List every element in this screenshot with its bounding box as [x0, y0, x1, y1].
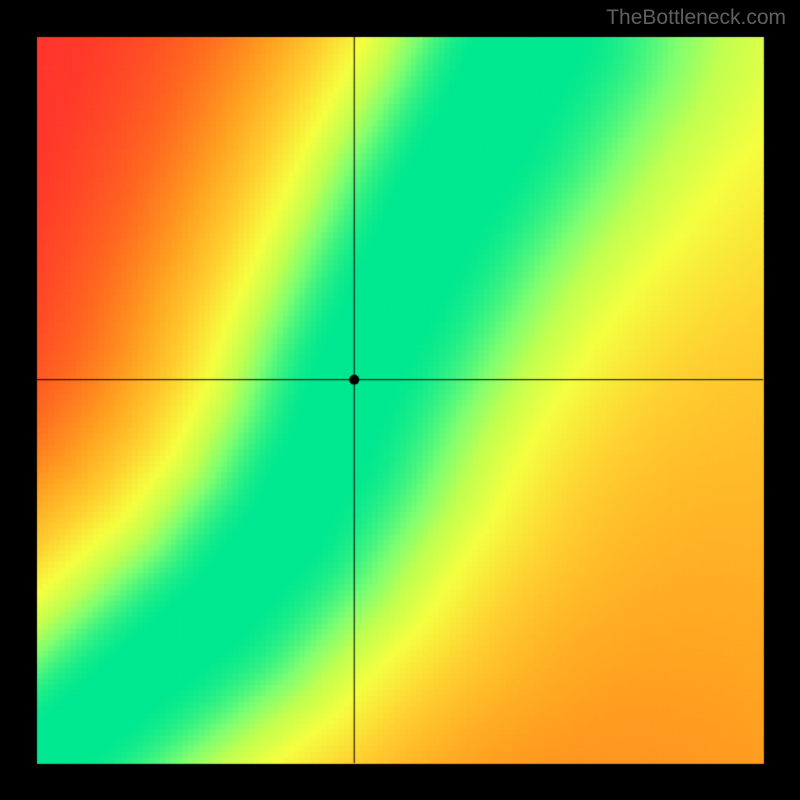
chart-container: TheBottleneck.com [0, 0, 800, 800]
watermark-text: TheBottleneck.com [606, 6, 786, 30]
heatmap-canvas [0, 0, 800, 800]
